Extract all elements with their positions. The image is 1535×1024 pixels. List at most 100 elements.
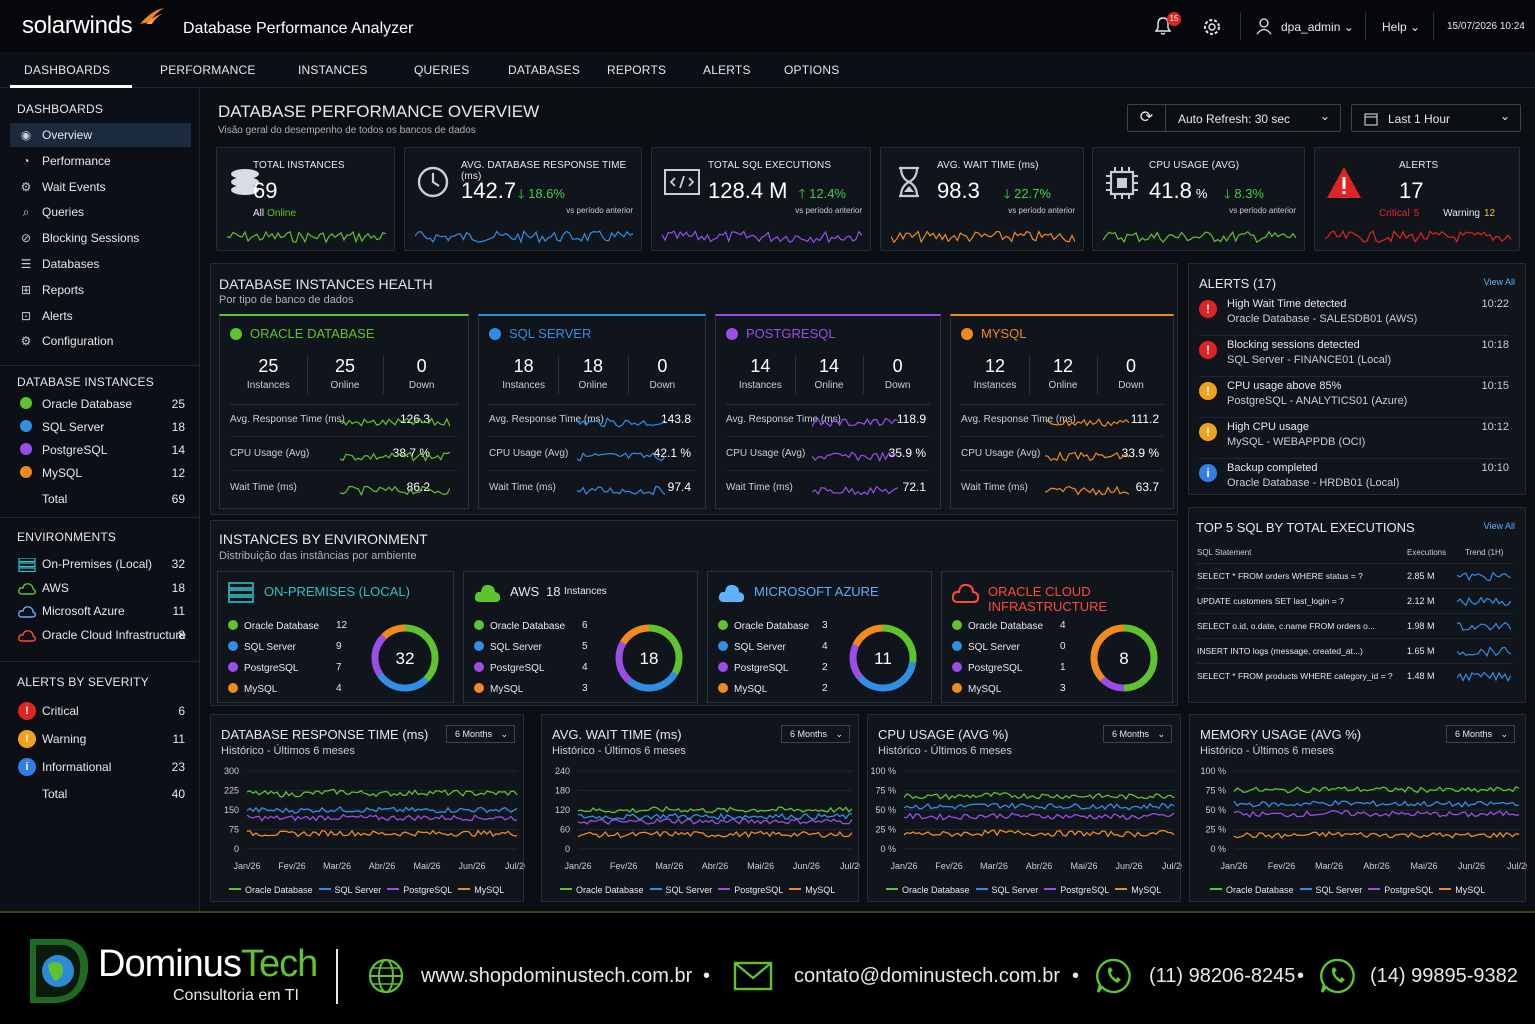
- cpu-sparkline: [577, 452, 665, 462]
- sidebar-item-env-1[interactable]: AWS 18: [10, 576, 191, 600]
- tab-queries[interactable]: QUERIES: [414, 63, 470, 77]
- view-all-sql-link[interactable]: View All: [1483, 521, 1515, 531]
- legend-line-icon: [318, 888, 331, 890]
- table-row[interactable]: SELECT * FROM products WHERE category_id…: [1197, 663, 1513, 688]
- sidebar-item-env-0[interactable]: On-Premises (Local) 32: [10, 552, 191, 576]
- sidebar-item-postgresql[interactable]: PostgreSQL 14: [10, 438, 191, 462]
- legend-line-icon: [718, 888, 731, 890]
- range-select[interactable]: 6 Months ⌄: [1445, 725, 1515, 743]
- sparkline-path: [1045, 485, 1129, 496]
- status-dot-icon: [18, 415, 34, 439]
- sidebar-item-overview[interactable]: ◉ Overview: [10, 123, 191, 147]
- help-menu[interactable]: Help ⌄: [1382, 20, 1420, 34]
- footer-website[interactable]: www.shopdominustech.com.br: [421, 965, 693, 987]
- table-row[interactable]: SELECT o.id, o.date, c.name FROM orders …: [1197, 613, 1513, 638]
- alert-item[interactable]: ! High CPU usage MySQL - WEBAPPDB (OCI) 10:…: [1199, 421, 1509, 459]
- tab-instances[interactable]: INSTANCES: [298, 63, 368, 77]
- history-chart-2: CPU USAGE (AVG %) Histórico - Últimos 6 m…: [867, 714, 1182, 902]
- env-card-oracle-cloud-infrastructure[interactable]: ORACLE CLOUD INFRASTRUCTURE Oracle Databa…: [941, 571, 1173, 703]
- legend-line-icon: [560, 888, 572, 890]
- sidebar-item-warning[interactable]: ! Warning 11: [10, 727, 191, 751]
- sidebar-item-mysql[interactable]: MySQL 12: [10, 461, 191, 485]
- donut-chart: 18: [615, 624, 683, 692]
- y-tick-label: 25 %: [1205, 825, 1226, 835]
- table-row[interactable]: INSERT INTO logs (message, created_at...…: [1197, 638, 1513, 663]
- footer-email[interactable]: contato@dominustech.com.br: [794, 965, 1060, 987]
- user-name: dpa_admin: [1281, 20, 1341, 34]
- table-row[interactable]: UPDATE customers SET last_login = ? 2.12 …: [1197, 588, 1513, 613]
- alert-source: PostgreSQL - ANALYTICS01 (Azure): [1227, 395, 1408, 407]
- health-card-mysql[interactable]: MYSQL 12 Instances 12 Online 0 Down Avg. Respon…: [950, 314, 1174, 509]
- kpi-card-avg-database-response-time-ms-[interactable]: AVG. DATABASE RESPONSE TIME (ms) 142.7 🡓 1…: [404, 147, 642, 251]
- solarwinds-logo[interactable]: solarwinds: [22, 12, 133, 39]
- health-card-sql-server[interactable]: SQL SERVER 18 Instances 18 Online 0 Down Avg. R…: [478, 314, 706, 509]
- tab-options[interactable]: OPTIONS: [784, 63, 840, 77]
- table-row[interactable]: SELECT * FROM orders WHERE status = ? 2.8…: [1197, 563, 1513, 588]
- refresh-icon[interactable]: ⟳: [1128, 105, 1166, 131]
- sparkline-path: [1325, 229, 1511, 244]
- legend-item: MySQL: [952, 683, 1001, 695]
- legend-line-icon: [229, 888, 241, 890]
- alert-item[interactable]: i Backup completed Oracle Database - HRDB0…: [1199, 462, 1509, 498]
- tab-performance[interactable]: PERFORMANCE: [160, 63, 256, 77]
- env-card-aws[interactable]: AWS 18 Instances Oracle Database 6 SQL Server…: [463, 571, 698, 703]
- tab-databases[interactable]: DATABASES: [508, 63, 581, 77]
- kpi-value: 142.7: [461, 178, 516, 204]
- kpi-value-number: 17: [1399, 178, 1424, 203]
- alert-item[interactable]: ! High Wait Time detected Oracle Database …: [1199, 298, 1509, 336]
- kpi-card-total-instances[interactable]: TOTAL INSTANCES 69 All Online: [216, 147, 395, 251]
- sidebar-item-critical[interactable]: ! Critical 6: [10, 699, 191, 723]
- sidebar-item-wait-events[interactable]: ⚙ Wait Events: [10, 175, 191, 199]
- instances-label: Instances: [738, 380, 782, 391]
- kpi-card-alerts[interactable]: ALERTS 17 Critical 5 Warning 12: [1314, 147, 1520, 251]
- sidebar-item-total-alerts[interactable]: Total 40: [10, 782, 191, 806]
- health-card-postgresql[interactable]: POSTGRESQL 14 Instances 14 Online 0 Down Avg. R…: [715, 314, 941, 509]
- time-range-select[interactable]: Last 1 Hour ⌄: [1351, 104, 1521, 132]
- time-range-label: Last 1 Hour: [1388, 112, 1451, 126]
- tab-reports[interactable]: REPORTS: [607, 63, 667, 77]
- kpi-card-avg-wait-time-ms-[interactable]: AVG. WAIT TIME (ms) 98.3 🡓 22.7% vs período…: [880, 147, 1084, 251]
- range-select[interactable]: 6 Months ⌄: [1102, 725, 1172, 743]
- sidebar-item-oracle-database[interactable]: Oracle Database 25: [10, 392, 191, 416]
- sidebar-item-configuration[interactable]: ⚙ Configuration: [10, 329, 191, 353]
- alert-item[interactable]: ! Blocking sessions detected SQL Server - …: [1199, 339, 1509, 377]
- sidebar-item-alerts[interactable]: ⊡ Alerts: [10, 304, 191, 328]
- warning-icon: [1327, 167, 1361, 198]
- sparkline-path: [1457, 671, 1511, 682]
- trend-sparkline: [1457, 596, 1511, 607]
- env-card-on-premises-local-[interactable]: ON-PREMISES (LOCAL) Oracle Database 12 SQL …: [217, 571, 454, 703]
- view-all-alerts-link[interactable]: View All: [1483, 277, 1515, 287]
- user-menu[interactable]: dpa_admin ⌄: [1281, 20, 1354, 34]
- auto-refresh-select[interactable]: ⟳ Auto Refresh: 30 sec ⌄: [1127, 104, 1341, 132]
- legend-dot-icon: [952, 683, 962, 693]
- kpi-card-total-sql-executions[interactable]: TOTAL SQL EXECUTIONS 128.4 M 🡑 12.4% vs per…: [651, 147, 871, 251]
- status-dot-icon: [18, 392, 34, 416]
- legend-line-icon: [1115, 888, 1128, 890]
- footer-phone-1[interactable]: (11) 98206-8245: [1149, 965, 1296, 987]
- sidebar-item-env-3[interactable]: Oracle Cloud Infrastructure 8: [10, 623, 191, 647]
- sidebar-item-databases[interactable]: ☰ Databases: [10, 252, 191, 276]
- env-name: AWS: [510, 584, 540, 599]
- range-select[interactable]: 6 Months ⌄: [445, 725, 515, 743]
- wait-sparkline: [577, 485, 665, 496]
- brand-part-2: Tech: [240, 943, 318, 985]
- sidebar-item-env-2[interactable]: Microsoft Azure 11: [10, 599, 191, 623]
- kpi-card-cpu-usage-avg-[interactable]: CPU USAGE (AVG) 41.8% 🡓 8.3% vs período ant…: [1092, 147, 1305, 251]
- alert-item[interactable]: ! CPU usage above 85% PostgreSQL - ANALYTI…: [1199, 380, 1509, 418]
- health-card-oracle-database[interactable]: ORACLE DATABASE 25 Instances 25 Online 0 Down A…: [219, 314, 469, 509]
- donut-slice: [1090, 624, 1158, 692]
- sidebar-item-total-instances[interactable]: Total 69: [10, 487, 191, 511]
- range-select[interactable]: 6 Months ⌄: [780, 725, 850, 743]
- sidebar-item-sql-server[interactable]: SQL Server 18: [10, 415, 191, 439]
- sidebar-item-informational[interactable]: i Informational 23: [10, 755, 191, 779]
- gear-icon[interactable]: [1202, 17, 1222, 37]
- tab-alerts[interactable]: ALERTS: [703, 63, 751, 77]
- sidebar-item-performance[interactable]: ◔ Performance: [10, 149, 191, 173]
- env-card-microsoft-azure[interactable]: MICROSOFT AZURE Oracle Database 3 SQL Serve…: [707, 571, 932, 703]
- notifications-button[interactable]: 15: [1153, 12, 1181, 36]
- sidebar-item-reports[interactable]: ⊞ Reports: [10, 278, 191, 302]
- tab-dashboards[interactable]: DASHBOARDS: [24, 63, 111, 77]
- sidebar-item-queries[interactable]: ⌕ Queries: [10, 200, 191, 224]
- sidebar-item-blocking-sessions[interactable]: ⊘ Blocking Sessions: [10, 226, 191, 250]
- footer-phone-2[interactable]: (14) 99895-9382: [1370, 965, 1518, 987]
